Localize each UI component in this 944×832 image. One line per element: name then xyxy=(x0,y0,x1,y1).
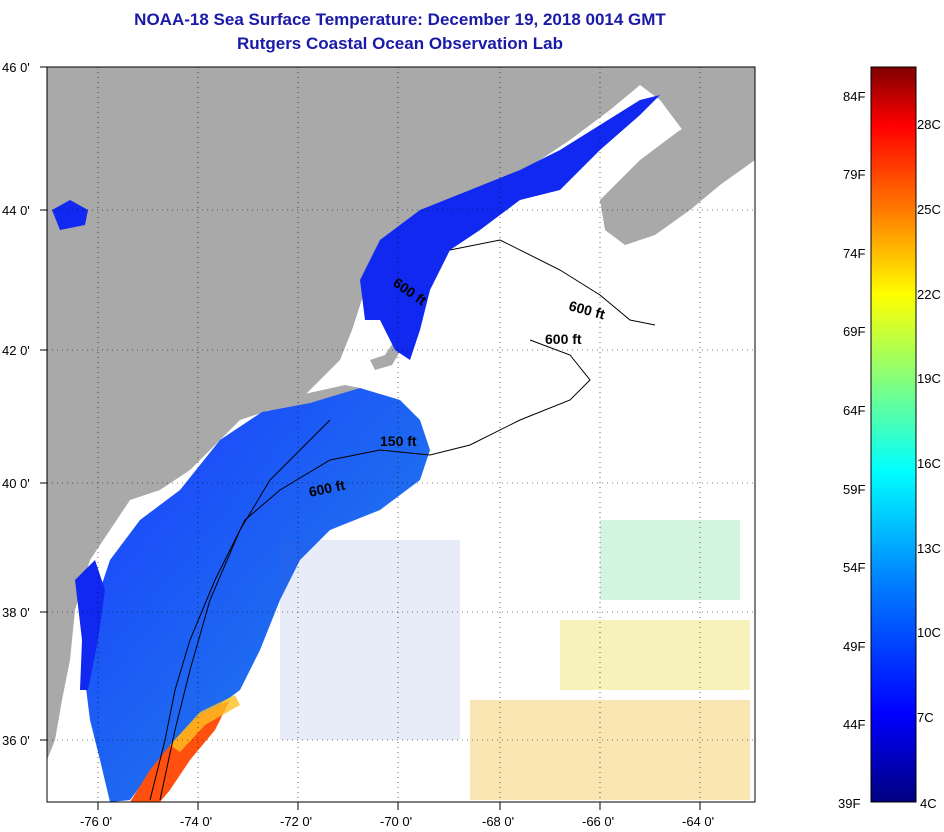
lon-label: -70 0' xyxy=(380,814,412,829)
colorbar-f-label: 59F xyxy=(843,482,865,497)
lon-label: -68 0' xyxy=(482,814,514,829)
lon-label: -76 0' xyxy=(80,814,112,829)
colorbar-f-label: 54F xyxy=(843,560,865,575)
lon-label: -74 0' xyxy=(180,814,212,829)
water-lake-ontario xyxy=(52,200,88,230)
colorbar-f-label: 64F xyxy=(843,403,865,418)
land-long-island xyxy=(262,385,360,412)
contour-label: 150 ft xyxy=(380,433,417,449)
axis-ticks xyxy=(40,66,701,810)
colorbar-c-label: 28C xyxy=(917,117,941,132)
graticule xyxy=(47,67,755,802)
contour-label: 600 ft xyxy=(545,331,582,347)
map-title: NOAA-18 Sea Surface Temperature: Decembe… xyxy=(134,10,666,29)
colorbar xyxy=(870,66,917,803)
colorbar-f-label: 69F xyxy=(843,324,865,339)
colorbar-c-label: 10C xyxy=(917,625,941,640)
map-subtitle: Rutgers Coastal Ocean Observation Lab xyxy=(237,34,563,53)
lon-label: -72 0' xyxy=(280,814,312,829)
water-gulf-of-maine xyxy=(360,95,660,360)
lat-label: 40 0' xyxy=(2,476,30,491)
lat-label: 44 0' xyxy=(2,203,30,218)
lat-label: 38 0' xyxy=(2,605,30,620)
colorbar-c-label: 7C xyxy=(917,710,934,725)
lon-label: -66 0' xyxy=(582,814,614,829)
colorbar-f-label: 79F xyxy=(843,167,865,182)
land-mainland xyxy=(47,67,755,760)
lat-label: 36 0' xyxy=(2,733,30,748)
water-gulf-stream-edge xyxy=(170,695,240,752)
lat-label: 46 0' xyxy=(2,60,30,75)
colorbar-c-label: 4C xyxy=(920,796,937,811)
colorbar-c-label: 25C xyxy=(917,202,941,217)
colorbar-c-label: 22C xyxy=(917,287,941,302)
land-nova-scotia xyxy=(600,115,755,245)
water-chesapeake xyxy=(75,560,105,690)
colorbar-f-label: 39F xyxy=(838,796,860,811)
colorbar-f-label: 49F xyxy=(843,639,865,654)
colorbar-c-label: 16C xyxy=(917,456,941,471)
colorbar-f-label: 44F xyxy=(843,717,865,732)
colorbar-c-label: 19C xyxy=(917,371,941,386)
colorbar-c-label: 13C xyxy=(917,541,941,556)
map-border xyxy=(46,66,756,803)
contour-label: 600 ft xyxy=(307,477,346,500)
colorbar-f-label: 74F xyxy=(843,246,865,261)
offshore-sst-pixels xyxy=(280,520,750,800)
lat-label: 42 0' xyxy=(2,343,30,358)
bathymetry-contours xyxy=(149,239,656,801)
lon-label: -64 0' xyxy=(682,814,714,829)
colorbar-f-label: 84F xyxy=(843,89,865,104)
water-shelf xyxy=(85,388,430,802)
